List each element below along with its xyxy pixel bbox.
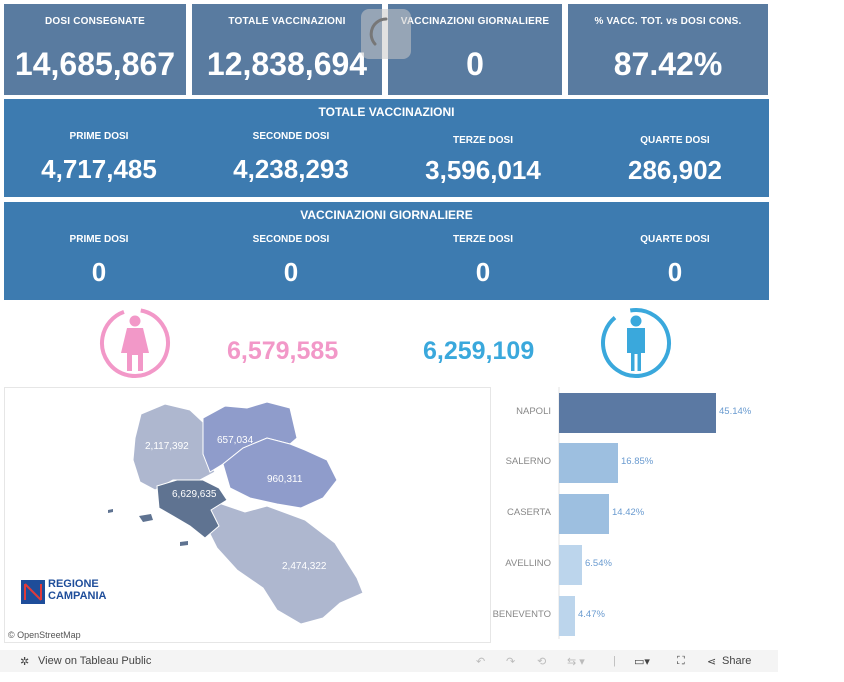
revert-icon[interactable]: ⟲ <box>537 656 547 668</box>
female-icon <box>99 307 171 379</box>
kpi-dosi-consegnate: DOSI CONSEGNATE 14,685,867 <box>4 4 186 95</box>
logo-text-1: REGIONE <box>48 578 99 590</box>
kpi-value: 12,838,694 <box>206 46 368 82</box>
kpi-label: DOSI CONSEGNATE <box>44 16 146 27</box>
island-ventotene <box>108 509 113 513</box>
island-capri <box>180 541 188 546</box>
totale-prime-dosi: PRIME DOSI 4,717,485 <box>4 131 194 185</box>
kpi-totale-vaccinazioni: TOTALE VACCINAZIONI 12,838,694 <box>192 4 382 95</box>
logo-emblem-icon <box>21 580 45 604</box>
panel-title: VACCINAZIONI GIORNALIERE <box>300 208 473 222</box>
totale-terze-dosi: TERZE DOSI 3,596,014 <box>388 135 578 186</box>
totale-seconde-dosi: SECONDE DOSI 4,238,293 <box>196 131 386 185</box>
comment-icon[interactable]: ▭▾ <box>634 656 650 668</box>
bar-category-label: AVELLINO <box>505 558 551 569</box>
dashboard: DOSI CONSEGNATE 14,685,867 TOTALE VACCIN… <box>0 4 778 672</box>
bar-data-label: 16.85% <box>621 456 654 467</box>
bar-napoli[interactable] <box>559 393 716 433</box>
dose-value: 4,238,293 <box>233 154 349 184</box>
kpi-value: 14,685,867 <box>14 46 176 82</box>
campania-map[interactable]: 2,117,392 657,034 960,311 6,629,635 2,47… <box>4 387 491 643</box>
dose-label: QUARTE DOSI <box>640 135 710 146</box>
map-attribution[interactable]: © OpenStreetMap <box>8 630 81 640</box>
loading-spinner-icon <box>361 9 411 59</box>
giornaliere-seconde-dosi: SECONDE DOSI 0 <box>196 234 386 288</box>
bar-data-label: 4.47% <box>578 609 605 620</box>
dose-label: SECONDE DOSI <box>252 131 330 142</box>
dose-value: 3,596,014 <box>425 155 541 185</box>
dose-value: 0 <box>283 257 299 287</box>
dose-label: TERZE DOSI <box>452 234 513 245</box>
dose-value: 0 <box>475 257 491 287</box>
giornaliere-quarte-dosi: QUARTE DOSI 0 <box>580 234 770 288</box>
view-on-tableau-link[interactable]: View on Tableau Public <box>38 655 152 667</box>
kpi-value: 87.42% <box>613 46 723 82</box>
bar-category-label: NAPOLI <box>516 406 551 417</box>
regione-campania-logo: REGIONE CAMPANIA <box>21 578 121 608</box>
toolbar-divider: | <box>613 655 616 667</box>
bar-category-label: SALERNO <box>505 456 551 467</box>
label-benevento: 657,034 <box>217 435 254 446</box>
label-salerno: 2,474,322 <box>282 561 327 572</box>
dose-label: PRIME DOSI <box>69 131 129 142</box>
totale-quarte-dosi: QUARTE DOSI 286,902 <box>580 135 770 186</box>
province-avellino <box>222 437 338 509</box>
vaccinazioni-giornaliere-panel: VACCINAZIONI GIORNALIERE PRIME DOSI 0 SE… <box>4 202 769 300</box>
bar-data-label: 45.14% <box>719 406 752 417</box>
kpi-label: VACCINAZIONI GIORNALIERE <box>400 16 550 27</box>
tableau-logo-icon: ✲ <box>20 656 30 668</box>
tableau-toolbar: ✲ View on Tableau Public ↶ ↷ ⟲ ⇆ ▾ | ▭▾ … <box>0 650 778 672</box>
kpi-vaccinazioni-giornaliere: VACCINAZIONI GIORNALIERE 0 <box>388 4 562 95</box>
female-count: 6,579,585 <box>227 337 339 365</box>
redo-icon[interactable]: ↷ <box>506 656 516 668</box>
giornaliere-terze-dosi: TERZE DOSI 0 <box>388 234 578 288</box>
label-avellino: 960,311 <box>267 474 303 485</box>
bar-category-label: BENEVENTO <box>492 609 551 620</box>
bar-row-avellino[interactable]: AVELLINO 6.54% <box>495 545 775 585</box>
logo-text-2: CAMPANIA <box>48 590 107 602</box>
totale-vaccinazioni-panel: TOTALE VACCINAZIONI PRIME DOSI 4,717,485… <box>4 99 769 197</box>
bar-row-salerno[interactable]: SALERNO 16.85% <box>495 443 775 483</box>
bar-data-label: 6.54% <box>585 558 612 569</box>
bar-row-benevento[interactable]: BENEVENTO 4.47% <box>492 596 775 636</box>
province-bar-chart: NAPOLI 45.14% SALERNO 16.85% CASERTA 14.42% AV… <box>492 387 775 642</box>
bar-benevento[interactable] <box>559 596 575 636</box>
panel-title: TOTALE VACCINAZIONI <box>318 105 455 119</box>
island-ischia <box>139 514 153 522</box>
dose-value: 0 <box>91 257 107 287</box>
bar-category-label: CASERTA <box>507 507 551 518</box>
refresh-icon[interactable]: ⇆ ▾ <box>567 656 585 668</box>
dose-value: 286,902 <box>628 155 722 185</box>
male-count: 6,259,109 <box>423 337 535 365</box>
giornaliere-prime-dosi: PRIME DOSI 0 <box>4 234 194 288</box>
dose-label: QUARTE DOSI <box>640 234 710 245</box>
bar-caserta[interactable] <box>559 494 609 534</box>
bar-row-caserta[interactable]: CASERTA 14.42% <box>495 494 775 534</box>
bar-data-label: 14.42% <box>612 507 645 518</box>
undo-icon[interactable]: ↶ <box>476 656 486 668</box>
fullscreen-icon[interactable]: ⛶ <box>677 655 685 667</box>
dose-label: TERZE DOSI <box>452 135 513 146</box>
bar-row-napoli[interactable]: NAPOLI 45.14% <box>495 393 775 433</box>
dose-label: SECONDE DOSI <box>252 234 330 245</box>
share-button[interactable]: Share <box>722 655 752 667</box>
dose-label: PRIME DOSI <box>69 234 129 245</box>
label-caserta: 2,117,392 <box>145 441 189 452</box>
kpi-percentuale: % VACC. TOT. vs DOSI CONS. 87.42% <box>568 4 768 95</box>
bar-avellino[interactable] <box>559 545 582 585</box>
province-salerno <box>206 499 364 625</box>
share-icon[interactable]: ⋖ <box>707 656 717 668</box>
kpi-label: % VACC. TOT. vs DOSI CONS. <box>594 16 742 27</box>
dose-value: 0 <box>667 257 683 287</box>
dose-value: 4,717,485 <box>41 154 157 184</box>
bar-salerno[interactable] <box>559 443 618 483</box>
kpi-label: TOTALE VACCINAZIONI <box>228 16 346 27</box>
kpi-value: 0 <box>466 46 484 82</box>
label-napoli: 6,629,635 <box>172 489 217 500</box>
province-napoli <box>156 479 228 539</box>
male-icon <box>600 307 672 379</box>
